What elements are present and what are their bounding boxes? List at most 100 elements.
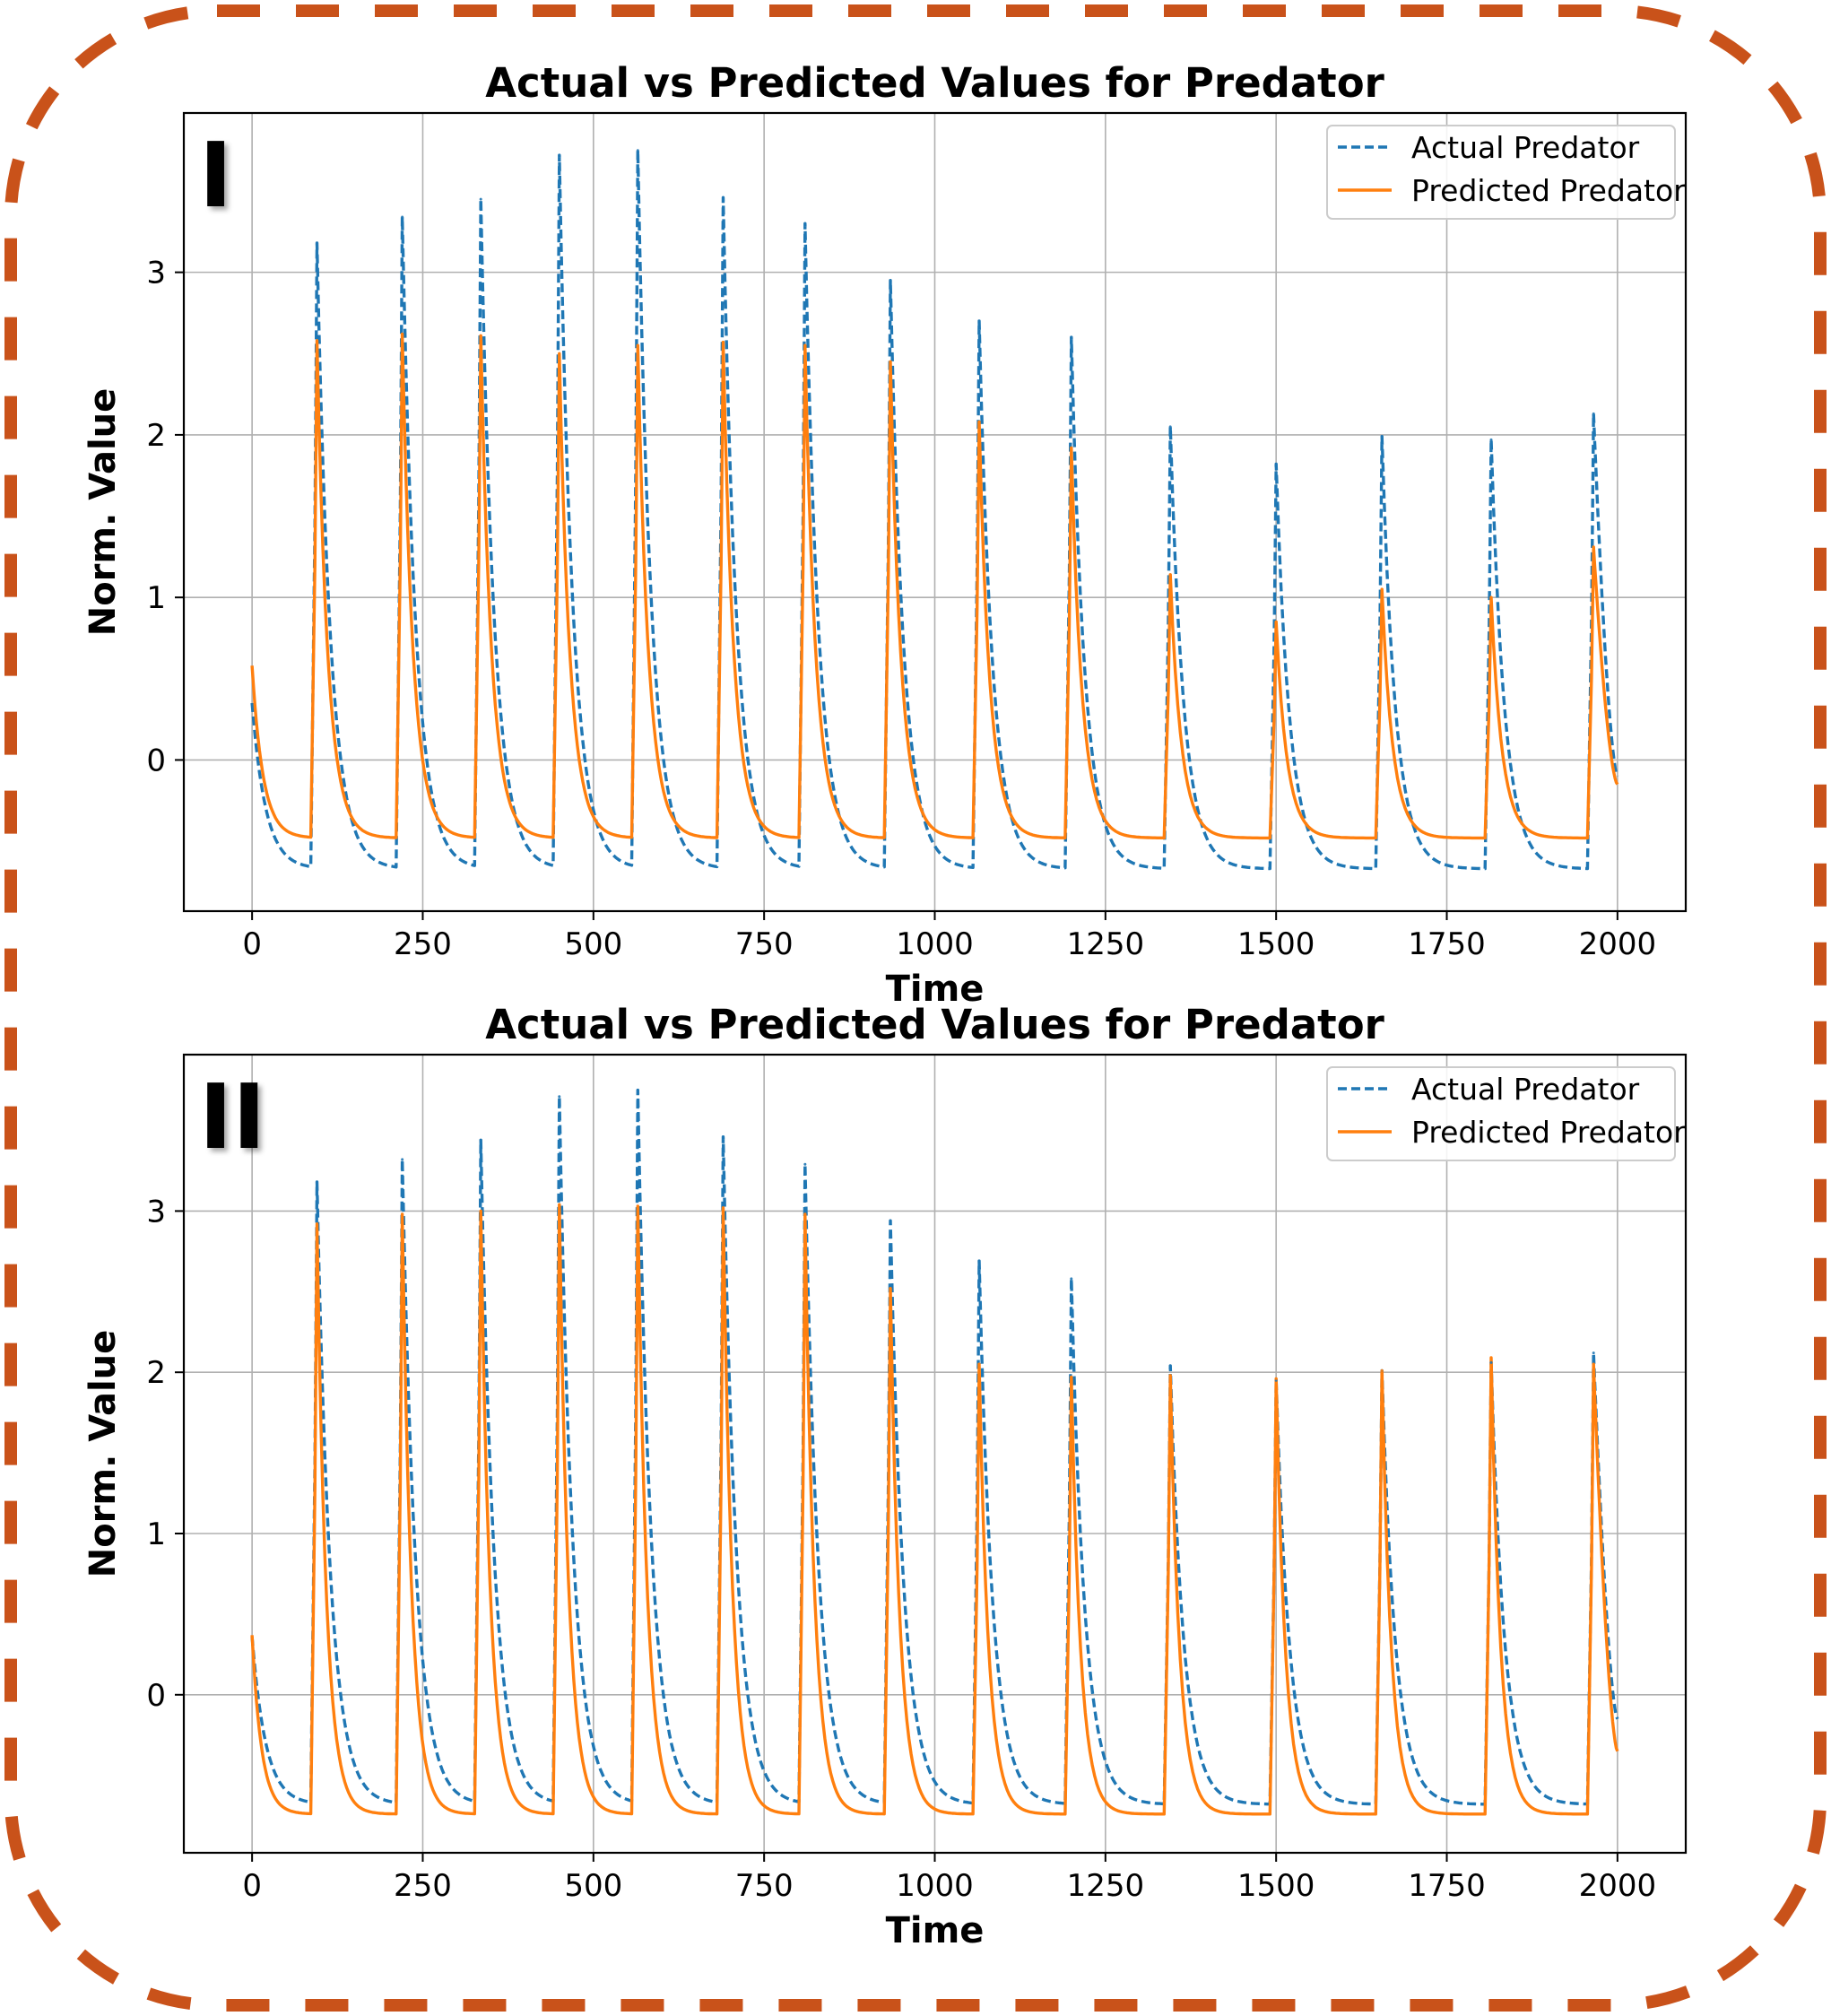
x-tick-label: 1000: [896, 1868, 974, 1904]
peak-point-actual: [1168, 1364, 1172, 1368]
chart-title: Actual vs Predicted Values for Predator: [485, 1001, 1384, 1048]
y-tick-label: 0: [146, 1678, 166, 1714]
peak-point-actual: [401, 1158, 404, 1161]
y-axis-label: Norm. Value: [82, 388, 124, 637]
series-line-actual: [250, 149, 1619, 871]
x-tick-label: 1250: [1067, 926, 1145, 962]
x-tick-label: 750: [735, 926, 794, 962]
peak-point-actual: [1070, 1277, 1073, 1281]
peak-point-predicted: [1489, 595, 1493, 599]
peak-point-predicted: [721, 341, 725, 344]
peak-point-actual: [889, 1219, 892, 1222]
peak-point-predicted: [636, 343, 639, 347]
plot-area-frame: [182, 1053, 1688, 1855]
x-tick-label: 1000: [896, 926, 974, 962]
peak-point-actual: [1070, 335, 1073, 339]
peak-point-actual: [977, 1259, 981, 1263]
peak-point-actual: [558, 153, 561, 157]
peak-point-actual: [1489, 1360, 1493, 1364]
y-tick-label: 2: [146, 418, 166, 454]
peak-point-predicted: [315, 339, 318, 343]
peak-point-actual: [479, 197, 482, 201]
peak-point-predicted: [479, 1209, 482, 1212]
peak-point-predicted: [315, 1222, 318, 1226]
peak-point-actual: [315, 1180, 318, 1184]
grid-lines: [184, 113, 1686, 911]
legend: Actual Predator Predicted Predator: [1326, 1066, 1686, 1161]
x-tick-label: 0: [242, 926, 262, 962]
x-tick-label: 250: [394, 926, 452, 962]
y-axis-label: Norm. Value: [82, 1330, 124, 1578]
peak-point-predicted: [1168, 573, 1172, 577]
peak-point-predicted: [1274, 1377, 1278, 1380]
peak-point-actual: [401, 215, 404, 219]
peak-point-predicted: [1489, 1356, 1493, 1360]
peak-point-actual: [1380, 435, 1384, 439]
peak-point-predicted: [977, 1362, 981, 1366]
peak-point-actual: [315, 241, 318, 245]
peak-point-predicted: [803, 1212, 807, 1216]
x-tick-label: 500: [564, 926, 622, 962]
peak-point-predicted: [889, 360, 892, 363]
x-tick-label: 1750: [1408, 1868, 1486, 1904]
y-tick-label: 2: [146, 1355, 166, 1391]
legend-box: [1326, 125, 1676, 220]
x-tick-label: 2000: [1579, 926, 1657, 962]
x-axis-label: Time: [886, 1910, 985, 1946]
peak-point-actual: [1274, 463, 1278, 466]
y-tick-label: 1: [146, 1516, 166, 1552]
peak-point-predicted: [401, 1212, 404, 1216]
peak-point-predicted: [1380, 587, 1384, 591]
peak-point-predicted: [1168, 1374, 1172, 1377]
peak-point-actual: [636, 149, 639, 152]
legend: Actual Predator Predicted Predator: [1326, 125, 1686, 220]
legend-box: [1326, 1066, 1676, 1161]
peak-point-predicted: [401, 333, 404, 336]
legend-label-predicted: Predicted Predator: [1411, 173, 1686, 208]
legend-label-actual: Actual Predator: [1411, 1072, 1640, 1107]
peak-point-predicted: [889, 1287, 892, 1290]
chart-title: Actual vs Predicted Values for Predator: [485, 59, 1384, 107]
x-tick-label: 0: [242, 1868, 262, 1904]
peak-point-actual: [558, 1095, 561, 1099]
chart-panel-2: Actual vs Predicted Values for Predator 0…: [82, 1001, 1688, 1946]
peak-point-actual: [803, 222, 807, 225]
peak-point-predicted: [1380, 1369, 1384, 1372]
peak-point-actual: [721, 1135, 725, 1139]
peak-point-actual: [1592, 412, 1595, 415]
peak-point-actual: [636, 1089, 639, 1092]
y-tick-label: 3: [146, 1194, 166, 1230]
plot-area-frame: [182, 111, 1688, 913]
peak-point-predicted: [1274, 620, 1278, 623]
peak-point-predicted: [1070, 1376, 1073, 1379]
panel-label: II: [199, 1064, 265, 1169]
x-tick-label: 750: [735, 1868, 794, 1904]
panel-label: I: [199, 123, 232, 228]
peak-point-actual: [1168, 425, 1172, 429]
peak-point-predicted: [558, 352, 561, 355]
x-tick-label: 1500: [1237, 926, 1315, 962]
legend-label-predicted: Predicted Predator: [1411, 1115, 1686, 1150]
peak-point-actual: [1592, 1351, 1595, 1355]
y-tick-label: 0: [146, 743, 166, 778]
legend-label-actual: Actual Predator: [1411, 130, 1640, 165]
x-tick-label: 1750: [1408, 926, 1486, 962]
y-tick-label: 1: [146, 580, 166, 616]
x-tick-label: 1500: [1237, 1868, 1315, 1904]
peak-point-actual: [1489, 438, 1493, 441]
grid-lines: [184, 1055, 1686, 1853]
series-line-predicted: [250, 1203, 1619, 1816]
peak-point-predicted: [1592, 545, 1595, 549]
peak-point-predicted: [977, 420, 981, 423]
x-tick-label: 1250: [1067, 1868, 1145, 1904]
peak-point-predicted: [721, 1206, 725, 1210]
x-axis-label: Time: [886, 969, 985, 1004]
peak-point-predicted: [1592, 1362, 1595, 1366]
y-tick-label: 3: [146, 256, 166, 291]
peak-point-actual: [977, 319, 981, 323]
x-tick-label: 500: [564, 1868, 622, 1904]
peak-point-predicted: [558, 1203, 561, 1206]
x-tick-label: 250: [394, 1868, 452, 1904]
x-tick-label: 2000: [1579, 1868, 1657, 1904]
series-line-actual: [250, 1088, 1619, 1806]
